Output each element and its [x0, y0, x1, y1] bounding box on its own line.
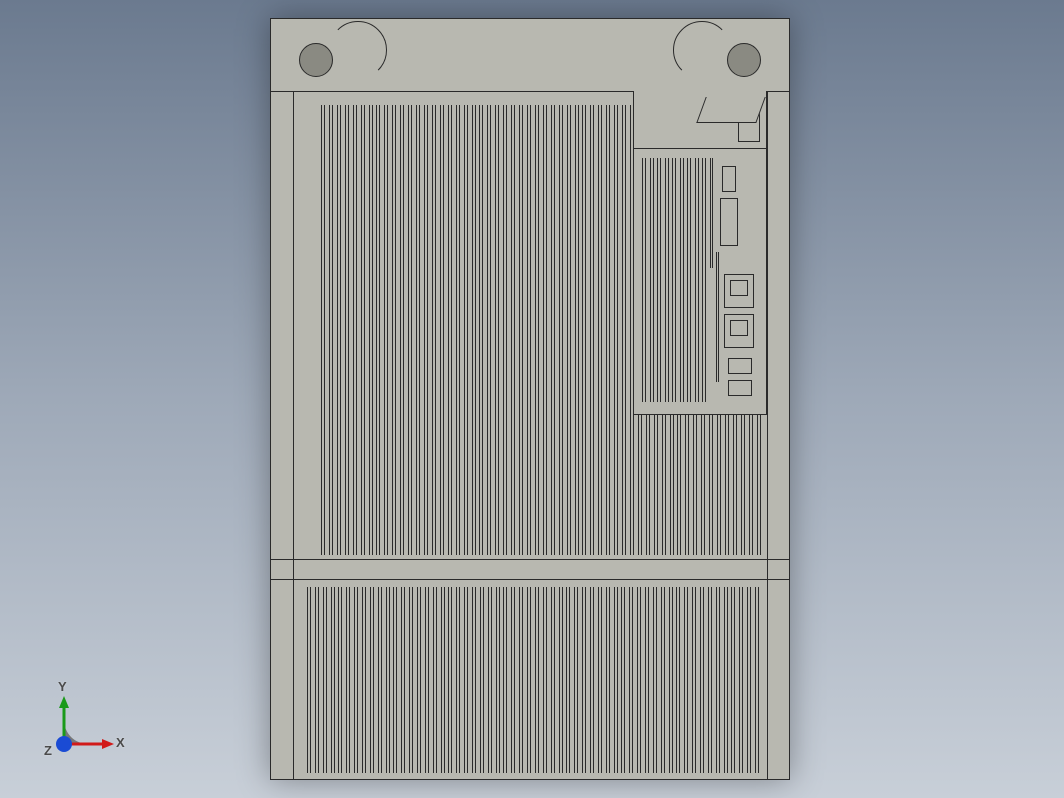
mounting-hole-top-right — [727, 43, 761, 77]
cad-viewport[interactable]: Y Z X — [0, 0, 1064, 798]
edge-line — [271, 579, 789, 580]
corner-fillet-tl — [329, 21, 387, 79]
edge-line — [293, 91, 294, 779]
edge-line — [271, 559, 789, 560]
io-terminal — [728, 380, 752, 396]
io-panel-grille — [642, 158, 706, 402]
io-panel — [633, 103, 767, 415]
io-panel-divider — [634, 148, 766, 149]
axis-label-z: Z — [44, 744, 52, 757]
io-slot — [716, 252, 719, 382]
vent-grille-bottom — [307, 587, 759, 773]
corner-fillet-tr — [673, 21, 731, 79]
edge-line — [767, 91, 768, 779]
io-terminal — [728, 358, 752, 374]
io-port — [724, 314, 754, 348]
io-connector — [722, 166, 736, 192]
io-connector — [720, 198, 738, 246]
axis-label-y: Y — [58, 680, 67, 693]
axis-triad[interactable]: Y Z X — [44, 694, 134, 764]
axis-triad-svg — [44, 694, 134, 764]
model-top-face — [270, 18, 790, 780]
io-slot — [710, 158, 713, 268]
axis-label-x: X — [116, 736, 125, 749]
mounting-hole-top-left — [299, 43, 333, 77]
step-box — [696, 97, 765, 123]
io-port — [724, 274, 754, 308]
